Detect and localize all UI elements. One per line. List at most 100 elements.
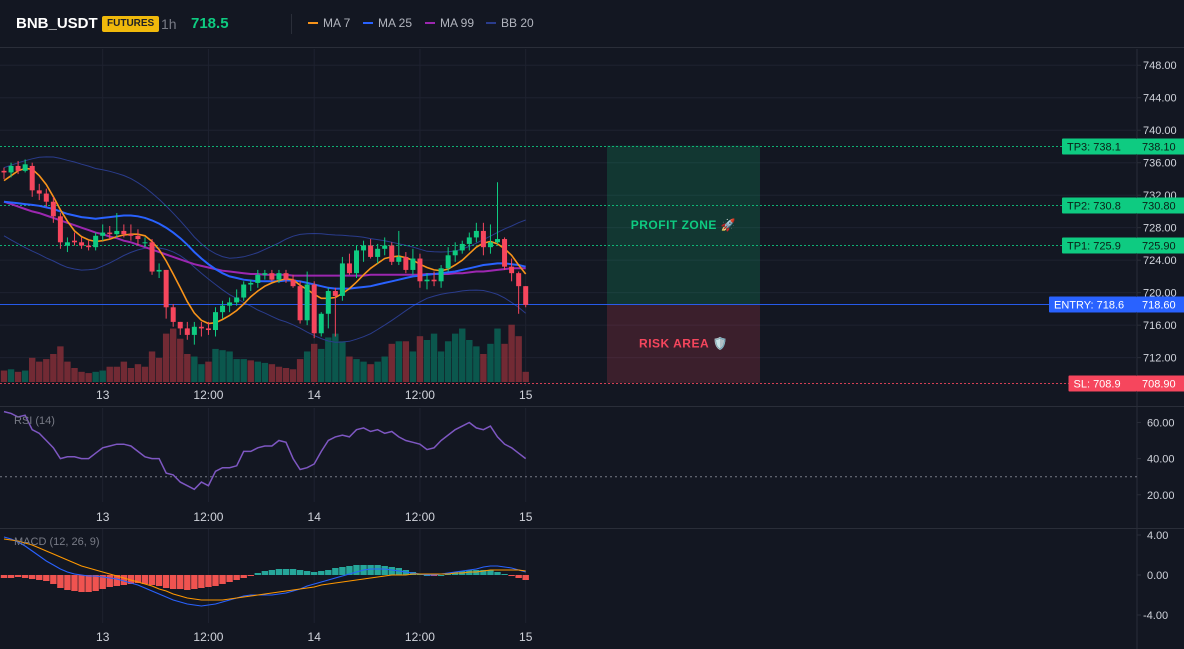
x-tick-label: 12:00 [405,388,435,402]
candle-body [205,328,211,331]
volume-bar [226,351,233,382]
volume-bar [43,359,50,382]
volume-bar [268,364,276,382]
candle-body [473,230,479,238]
macd-histogram-bar [480,570,487,575]
level-price-box [1137,237,1184,254]
candle-body [311,284,317,334]
candle [86,240,92,251]
level-price-label: 708.90 [1142,379,1176,391]
candle [445,247,451,272]
macd-histogram-bar [141,575,149,584]
candle-body [354,250,359,274]
y-tick-label: 748.00 [1143,60,1177,72]
volume-bar [57,346,64,382]
candle [128,224,134,241]
candle [107,226,113,240]
level-tag: ENTRY: 718.6 718.60 [1049,296,1184,313]
macd-histogram-bar [374,565,381,575]
volume-bar [177,338,184,382]
candle [135,229,141,246]
macd-histogram-bar [155,575,163,586]
macd-histogram-bar [120,575,128,585]
candle [170,304,176,327]
macd-histogram-bar [205,575,212,587]
candle [79,237,85,249]
y-tick-label: 724.00 [1143,255,1177,267]
macd-histogram-bar [247,575,254,576]
candle [149,239,155,275]
candle-body [121,230,127,235]
y-tick-label: 744.00 [1143,93,1177,105]
volume-bar [78,371,85,382]
macd-signal-line [3,538,526,601]
candle-body [417,258,423,282]
macd-histogram-bar [43,575,50,581]
candle [269,269,275,282]
volume-bar [233,359,240,382]
volume-bar [92,371,99,382]
volume-bar [480,354,487,382]
y-tick-label: 740.00 [1143,125,1177,137]
candle-body [410,258,416,270]
level-price-label: 738.10 [1142,142,1176,154]
timeframe-selector[interactable]: 1h [161,16,177,32]
level-tag: TP2: 730.8 730.80 [1062,197,1184,214]
candle-body [346,263,352,274]
legend-label: MA 25 [378,16,413,30]
candle-body [339,263,345,296]
candle [304,271,310,326]
candle [480,222,486,256]
macd-histogram-bar [388,567,395,575]
candle-body [382,245,388,249]
candle-body [57,216,63,243]
macd-histogram-bar [134,575,142,583]
candle [368,239,374,259]
candle-body [361,245,367,251]
macd-histogram-bar [353,565,360,575]
y-tick-label: 716.00 [1143,320,1177,332]
volume-bar [332,333,339,382]
macd-histogram-bar [515,575,522,578]
bollinger-lower-line [3,235,527,343]
candle-body [269,273,275,280]
candle-body [424,279,430,282]
legend-label: MA 99 [440,16,475,30]
legend-swatch [486,21,496,24]
macd-histogram-bar [14,575,22,577]
volume-bar [99,370,106,382]
volume-bar [346,356,353,382]
legend-ma25[interactable]: MA 25 [363,16,412,30]
macd-histogram-bar [240,575,247,578]
risk-area-label: RISK AREA 🛡️ [639,336,728,350]
futures-badge: FUTURES [102,16,160,32]
volume-bar [64,361,71,382]
candle-body [396,256,402,262]
volume-bar [282,368,290,382]
legend-swatch [363,21,373,24]
y-tick-label: 40.00 [1147,454,1175,466]
risk-area [607,304,760,383]
macd-histogram-bar [85,575,92,592]
x-tick-label: 12:00 [193,510,223,524]
legend-bb20[interactable]: BB 20 [486,16,534,30]
macd-histogram-bar [508,575,515,576]
symbol-label[interactable]: BNB_USDT [16,15,98,32]
y-tick-label: 736.00 [1143,158,1177,170]
legend-ma99[interactable]: MA 99 [425,16,474,30]
macd-histogram-bar [113,575,120,586]
candle-body [177,321,183,329]
volume-bar [184,354,191,382]
candle [57,213,63,249]
legend-swatch [425,21,435,24]
macd-histogram-bar [92,575,99,591]
x-tick-label: 13 [96,630,110,644]
macd-histogram-bar [7,575,15,578]
legend-ma7[interactable]: MA 7 [308,16,350,30]
level-tag-box [1062,138,1137,155]
candle [459,240,465,254]
candle [382,237,388,256]
macd-histogram-bar [71,575,78,591]
level-price-label: 718.60 [1142,300,1176,312]
